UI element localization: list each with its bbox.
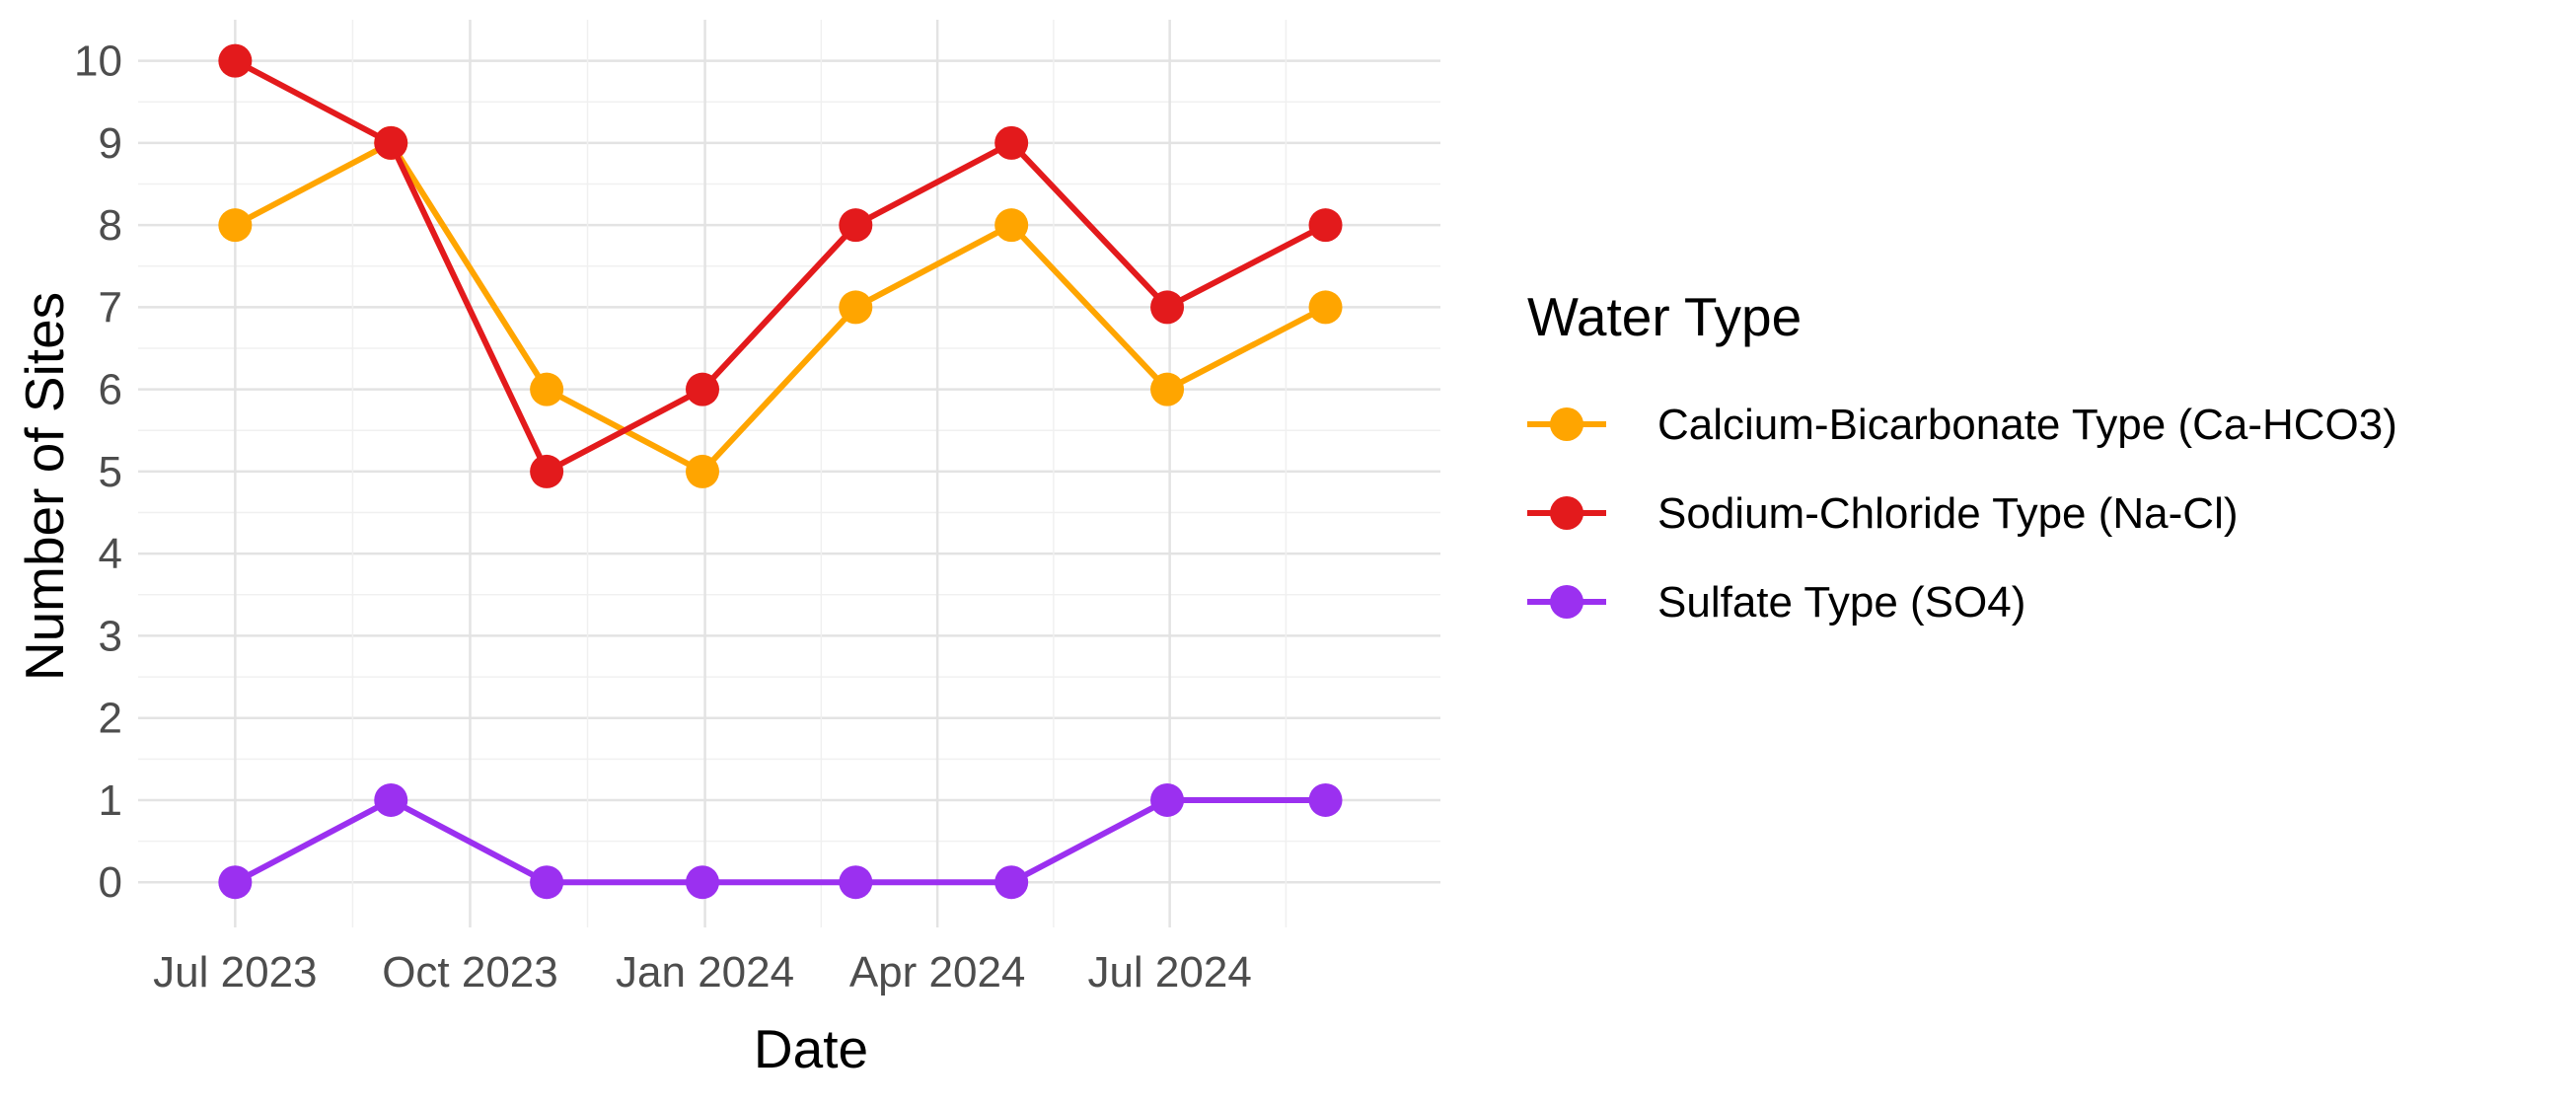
y-tick-label: 9 (99, 119, 122, 168)
data-point (374, 782, 408, 817)
x-tick-label: Jul 2024 (1087, 948, 1251, 996)
legend-label: Sulfate Type (SO4) (1657, 578, 2025, 627)
series-line (232, 139, 1329, 475)
x-tick-label: Apr 2024 (849, 948, 1026, 996)
data-point (686, 372, 719, 406)
data-point (686, 865, 719, 900)
data-point (1308, 208, 1343, 243)
legend: Water Type Calcium-Bicarbonate Type (Ca-… (1527, 286, 2397, 627)
series-group (218, 43, 1343, 488)
data-point (374, 125, 408, 160)
data-point (839, 290, 873, 325)
y-tick-label: 3 (99, 612, 122, 660)
x-tick-label: Jul 2023 (153, 948, 317, 996)
data-point (1308, 290, 1343, 325)
y-tick-label: 0 (99, 858, 122, 907)
data-point (218, 208, 253, 243)
grid (138, 20, 1440, 927)
legend-label: Sodium-Chloride Type (Na-Cl) (1657, 489, 2239, 538)
data-point (1150, 782, 1185, 817)
data-point (839, 208, 873, 243)
series-group (218, 125, 1343, 488)
data-point (994, 125, 1029, 160)
y-tick-label: 10 (74, 37, 122, 86)
data-point (1308, 782, 1343, 817)
y-tick-label: 1 (99, 776, 122, 825)
data-point (839, 865, 873, 900)
legend-point-key (1550, 407, 1583, 441)
data-point (994, 865, 1029, 900)
axes: 0 1 2 3 4 5 6 7 8 9 10 Jul 2023 Oct 2023 Jan 2024 Apr … (74, 37, 1252, 996)
data-point (530, 865, 564, 900)
y-tick-label: 6 (99, 366, 122, 414)
data-point (686, 454, 719, 488)
legend-item: Calcium-Bicarbonate Type (Ca-HCO3) (1527, 401, 2397, 449)
series-line (232, 797, 1329, 886)
data-point (218, 865, 253, 900)
y-tick-label: 2 (99, 695, 122, 743)
y-tick-label: 7 (99, 283, 122, 332)
legend-label: Calcium-Bicarbonate Type (Ca-HCO3) (1657, 401, 2397, 449)
data-point (530, 454, 564, 488)
data-point (1150, 290, 1185, 325)
data-point (994, 208, 1029, 243)
y-tick-label: 8 (99, 201, 122, 250)
y-tick-label: 5 (99, 448, 122, 496)
data-point (218, 43, 253, 78)
legend-point-key (1550, 496, 1583, 530)
y-tick-label: 4 (99, 530, 122, 578)
y-axis-title: Number of Sites (14, 292, 75, 681)
data-series (218, 43, 1343, 900)
x-tick-label: Oct 2023 (382, 948, 558, 996)
data-point (1150, 372, 1185, 406)
legend-point-key (1550, 585, 1583, 619)
legend-item: Sodium-Chloride Type (Na-Cl) (1527, 489, 2239, 538)
x-axis-title: Date (754, 1018, 868, 1079)
series-group (218, 782, 1343, 900)
legend-title: Water Type (1527, 286, 1802, 347)
x-tick-label: Jan 2024 (616, 948, 794, 996)
series-line (232, 57, 1329, 475)
legend-item: Sulfate Type (SO4) (1527, 578, 2025, 627)
data-point (530, 372, 564, 406)
